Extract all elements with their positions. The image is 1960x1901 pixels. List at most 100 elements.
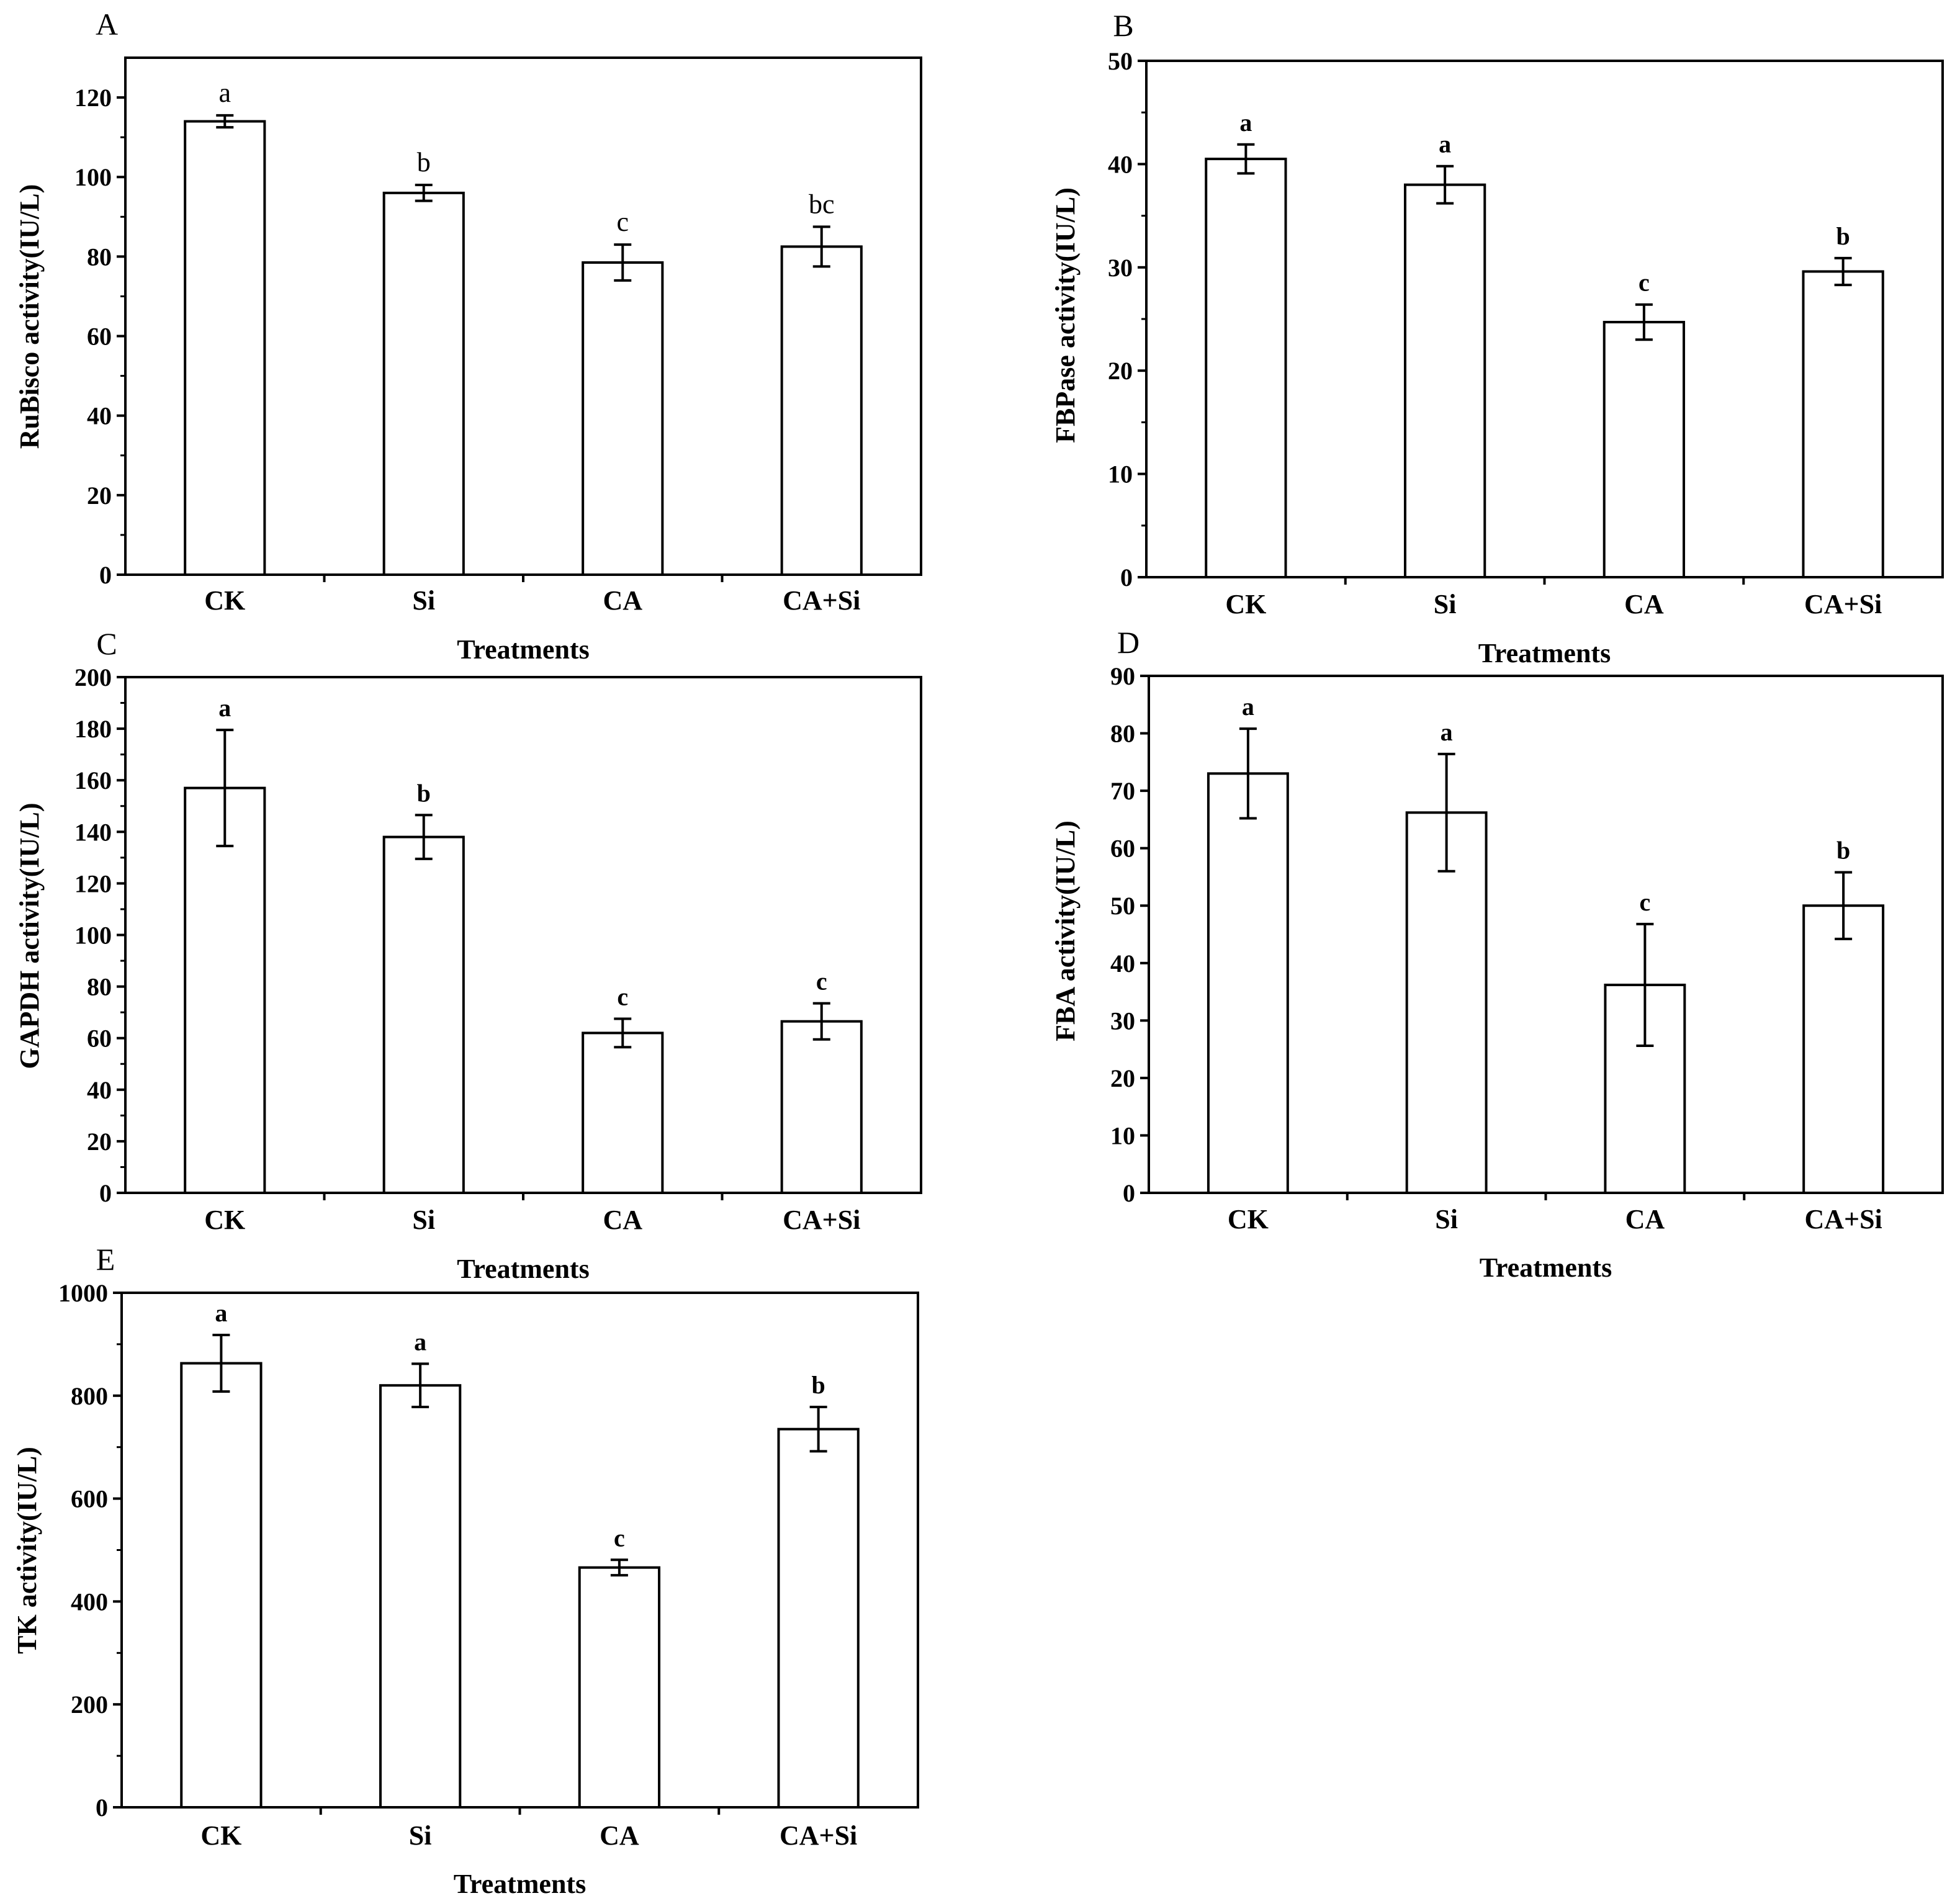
category-label: Si xyxy=(412,1205,435,1235)
panel-e: 0 200 400 600 800 1000 a CK a Si c CA b CA+Si Treatmen… xyxy=(12,1242,919,1899)
y-tick-label: 60 xyxy=(87,1025,112,1053)
y-tick-label: 120 xyxy=(74,870,112,897)
panel-b: 0 10 20 30 40 50 a CK a Si c CA b CA+Si Treatments FBPa… xyxy=(1050,8,1944,668)
bar-si xyxy=(382,835,465,1194)
category-label: CK xyxy=(1228,1204,1269,1234)
y-tick-label: 60 xyxy=(87,323,112,351)
x-axis-title: Treatments xyxy=(1478,638,1611,668)
significance-letter: c xyxy=(1639,888,1650,916)
category-label: CK xyxy=(1225,589,1266,619)
significance-letter: c xyxy=(816,968,827,995)
category-label: CA+Si xyxy=(1804,589,1882,619)
significance-letter: a xyxy=(414,1328,426,1355)
bar-si xyxy=(1403,183,1486,578)
category-label: Si xyxy=(412,585,435,616)
category-label: CA+Si xyxy=(783,1205,860,1235)
significance-letter: a xyxy=(218,694,231,722)
category-label: CA xyxy=(1625,1204,1665,1234)
significance-letter: b xyxy=(1836,837,1850,865)
y-tick-label: 0 xyxy=(1120,564,1133,591)
y-tick-label: 120 xyxy=(74,84,112,112)
y-tick-label: 70 xyxy=(1110,777,1135,805)
y-tick-label: 20 xyxy=(87,1128,112,1156)
category-label: CK xyxy=(204,585,245,616)
panel-c: 0 20 40 60 80 100 120 140 160 180 200 a CK b Si c CA c CA+… xyxy=(14,626,922,1284)
significance-letter: b xyxy=(1836,222,1850,250)
category-label: CA+Si xyxy=(783,585,860,616)
y-tick-label: 20 xyxy=(1110,1064,1135,1092)
bar-ca-si xyxy=(1802,270,1884,578)
y-tick-label: 80 xyxy=(87,973,112,1001)
y-tick-label: 0 xyxy=(99,1179,112,1207)
y-tick-label: 10 xyxy=(1108,461,1133,488)
category-label: CA+Si xyxy=(780,1820,857,1851)
significance-letter: a xyxy=(218,78,231,108)
y-axis-title: FBPase activity(IU/L) xyxy=(1050,187,1081,443)
panel-d: 0 10 20 30 40 50 60 70 80 90 a CK a Si c CA b CA+Si Treatm… xyxy=(1050,625,1944,1283)
category-label: CA xyxy=(603,1205,642,1235)
category-label: CA+Si xyxy=(1804,1204,1882,1234)
y-tick-label: 50 xyxy=(1110,892,1135,920)
significance-letter: a xyxy=(1239,109,1252,137)
y-axis-title: FBA activity(IU/L) xyxy=(1050,820,1081,1041)
y-tick-label: 80 xyxy=(87,243,112,271)
bar-ca-si xyxy=(777,1427,860,1809)
bar-ck xyxy=(184,786,266,1195)
y-tick-label: 160 xyxy=(74,766,112,794)
significance-letter: a xyxy=(215,1299,227,1327)
bar-ca xyxy=(582,1031,664,1194)
y-tick-label: 40 xyxy=(87,1076,112,1104)
y-tick-label: 0 xyxy=(96,1794,108,1822)
y-tick-label: 600 xyxy=(71,1485,108,1513)
significance-letter: a xyxy=(1242,693,1254,721)
bar-ca-si xyxy=(780,245,863,577)
category-label: Si xyxy=(409,1820,432,1851)
category-label: CA xyxy=(1624,589,1664,619)
y-tick-label: 100 xyxy=(74,163,112,191)
y-tick-label: 30 xyxy=(1108,254,1133,282)
category-label: CA xyxy=(600,1820,639,1851)
significance-letter: c xyxy=(616,207,629,237)
significance-letter: bc xyxy=(809,189,835,219)
y-tick-label: 30 xyxy=(1110,1007,1135,1035)
y-tick-label: 180 xyxy=(74,715,112,743)
y-tick-label: 10 xyxy=(1110,1121,1135,1149)
x-axis-title: Treatments xyxy=(457,634,589,665)
significance-letter: c xyxy=(617,983,628,1011)
bar-si xyxy=(382,191,465,577)
bar-ck xyxy=(180,1362,263,1809)
bar-si xyxy=(379,1384,462,1809)
panel-label: C xyxy=(96,626,117,661)
y-tick-label: 40 xyxy=(1108,150,1133,178)
y-axis-title: TK activity(IU/L) xyxy=(12,1447,42,1654)
y-tick-label: 1000 xyxy=(58,1279,108,1307)
bar-ca-si xyxy=(780,1020,863,1194)
y-tick-label: 20 xyxy=(1108,357,1133,385)
y-tick-label: 60 xyxy=(1110,835,1135,863)
x-axis-title: Treatments xyxy=(1480,1252,1612,1283)
y-tick-label: 200 xyxy=(74,663,112,691)
category-label: CA xyxy=(603,585,642,616)
significance-letter: b xyxy=(417,779,431,807)
bar-ca xyxy=(1603,320,1686,578)
significance-letter: c xyxy=(614,1524,625,1552)
bar-ck xyxy=(184,120,266,576)
significance-letter: c xyxy=(1639,269,1650,297)
panel-label: E xyxy=(96,1242,115,1277)
y-tick-label: 80 xyxy=(1110,720,1135,748)
y-tick-label: 90 xyxy=(1110,662,1135,690)
significance-letter: b xyxy=(812,1371,825,1399)
panel-label: A xyxy=(96,7,118,42)
bar-ck xyxy=(1207,772,1289,1195)
bar-ck xyxy=(1205,158,1287,578)
bar-ca-si xyxy=(1802,904,1885,1194)
category-label: Si xyxy=(1434,589,1457,619)
category-label: CK xyxy=(200,1820,241,1851)
significance-letter: b xyxy=(417,147,431,178)
panel-label: B xyxy=(1113,8,1133,43)
significance-letter: a xyxy=(1439,130,1451,158)
y-tick-label: 40 xyxy=(87,402,112,430)
x-axis-title: Treatments xyxy=(454,1869,586,1899)
